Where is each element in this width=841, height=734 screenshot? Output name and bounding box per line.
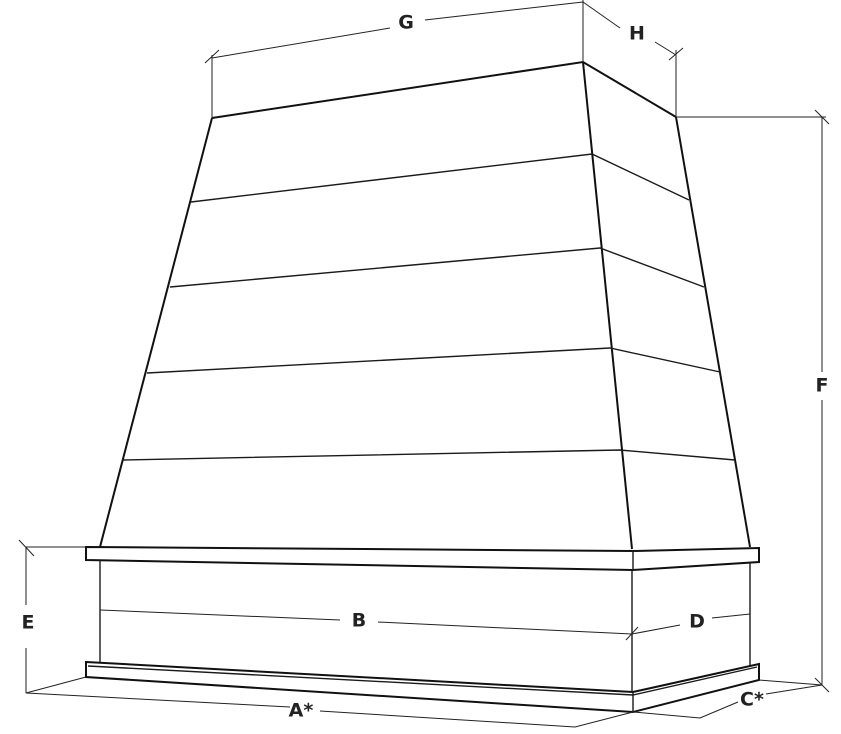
crown-molding: [85, 545, 760, 572]
hood-bands: [121, 153, 736, 461]
label-d: D: [689, 611, 705, 633]
dimension-lines: [18, 0, 830, 728]
label-c: C*: [740, 689, 764, 711]
label-b: B: [352, 610, 366, 632]
hood-back-right-edge: [675, 116, 751, 548]
hood-top-edge: [211, 60, 677, 119]
label-f: F: [816, 375, 829, 397]
base-molding: [85, 660, 760, 714]
hood-body: [99, 60, 751, 550]
label-h: H: [629, 23, 645, 45]
label-e: E: [22, 612, 35, 634]
hood-corner-edge: [582, 61, 633, 550]
label-a: A*: [289, 700, 314, 722]
label-g: G: [398, 12, 414, 34]
hood-front-left-edge: [99, 117, 213, 548]
